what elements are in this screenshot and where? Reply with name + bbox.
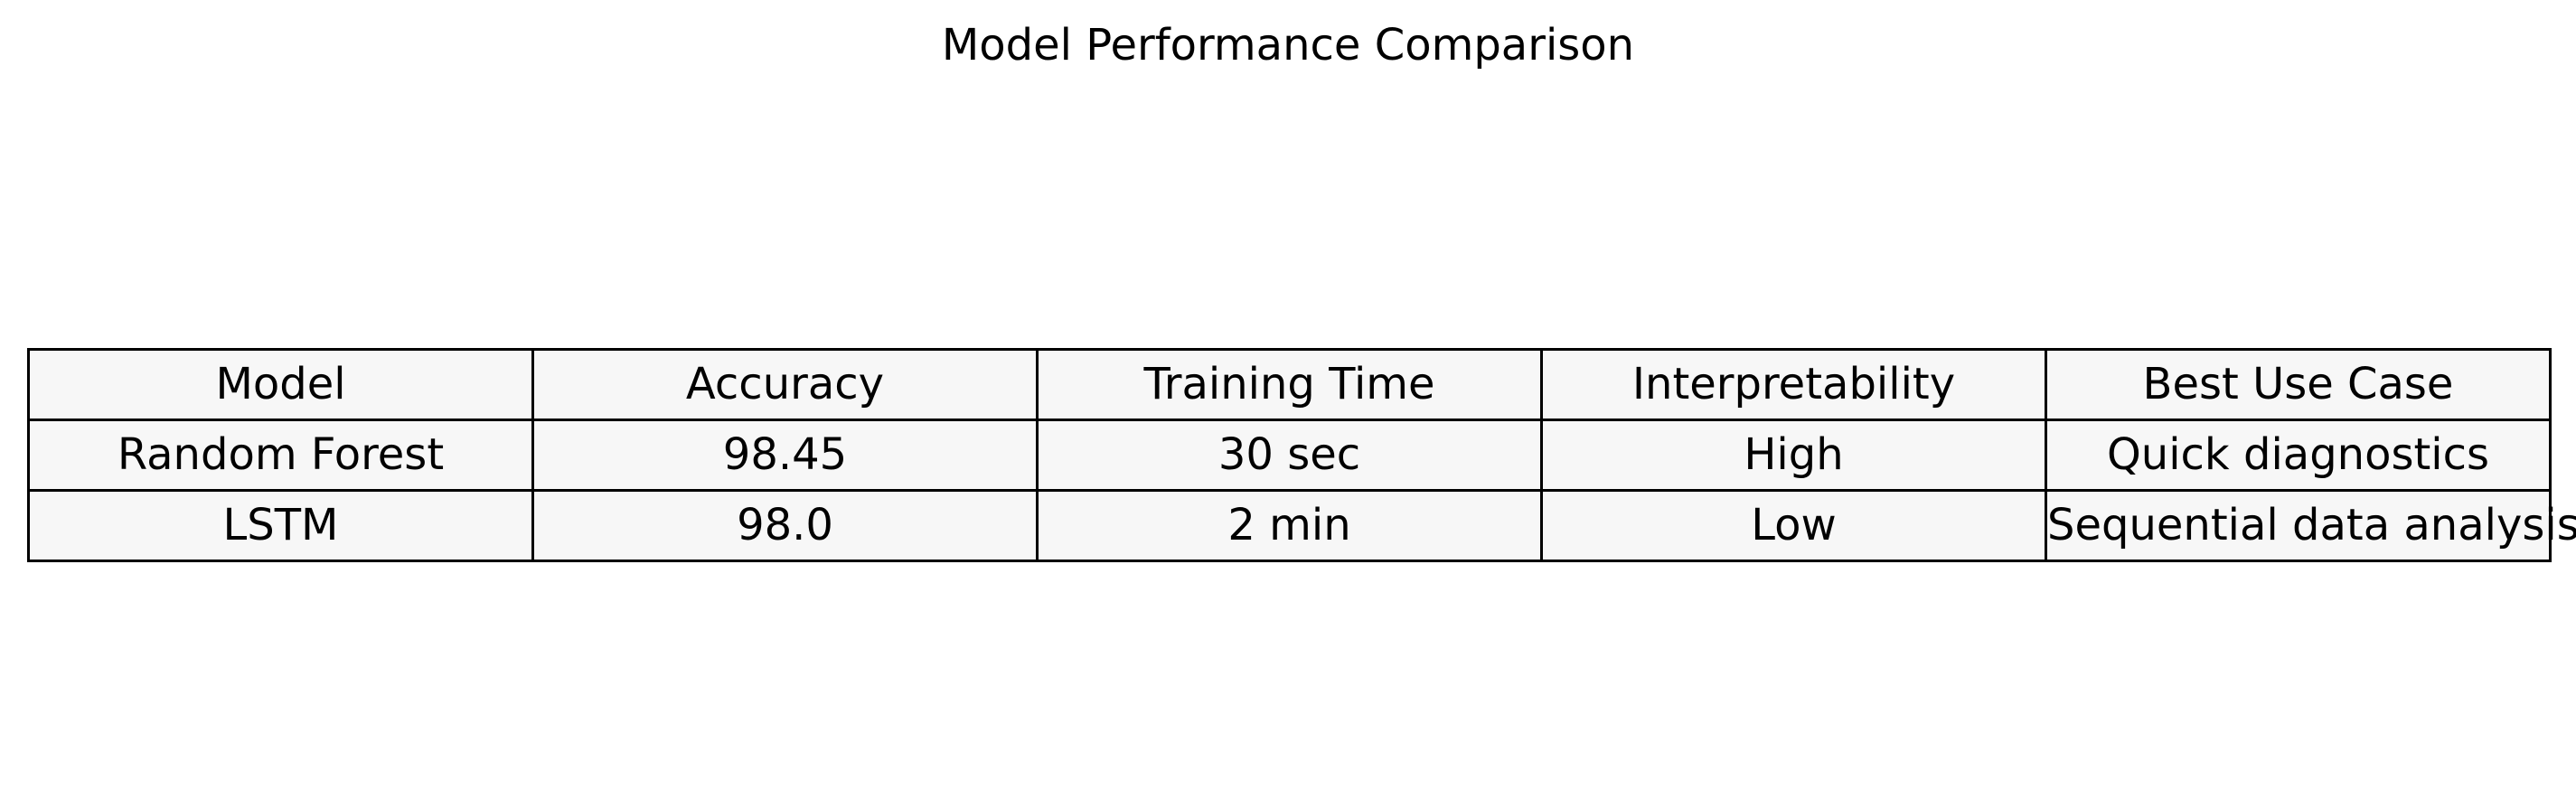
table-cell: High <box>1540 419 2047 492</box>
header-cell-best-use-case: Best Use Case <box>2045 348 2552 421</box>
table-cell: 98.45 <box>531 419 1039 492</box>
table-cell: 2 min <box>1036 489 1543 562</box>
table-cell: Quick diagnostics <box>2045 419 2552 492</box>
header-cell-training-time: Training Time <box>1036 348 1543 421</box>
table-header-row: Model Accuracy Training Time Interpretab… <box>27 348 2552 421</box>
performance-table: Model Accuracy Training Time Interpretab… <box>27 348 2576 562</box>
chart-title: Model Performance Comparison <box>941 20 1635 71</box>
table-cell: 30 sec <box>1036 419 1543 492</box>
table-cell: Low <box>1540 489 2047 562</box>
header-cell-accuracy: Accuracy <box>531 348 1039 421</box>
table-cell: LSTM <box>27 489 534 562</box>
table-cell: Sequential data analysis <box>2045 489 2576 562</box>
header-cell-model: Model <box>27 348 534 421</box>
table-cell: Random Forest <box>27 419 534 492</box>
table-cell: 98.0 <box>531 489 1039 562</box>
table-row: LSTM 98.0 2 min Low Sequential data anal… <box>27 489 2576 562</box>
header-cell-interpretability: Interpretability <box>1540 348 2047 421</box>
table-row: Random Forest 98.45 30 sec High Quick di… <box>27 419 2552 492</box>
